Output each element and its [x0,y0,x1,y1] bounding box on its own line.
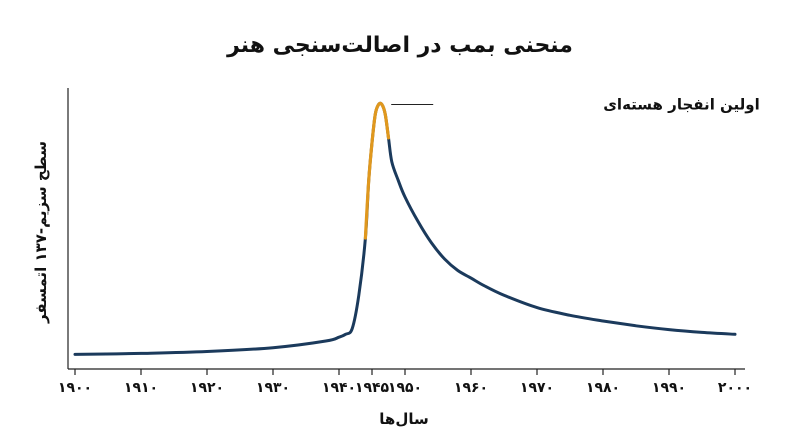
x-tick-label: ۱۹۲۰ [190,380,224,396]
x-tick-label: ۱۹۴۵ [355,380,390,396]
x-tick-label: ۱۹۷۰ [520,380,554,396]
x-tick-label: ۱۹۰۰ [58,380,92,396]
x-tick-label: ۱۹۵۰ [388,380,422,396]
chart-title: منحنی بمب در اصالت‌سنجی هنر [226,33,573,58]
x-tick-label: ۲۰۰۰ [718,380,752,396]
series-line-highlight [363,101,391,240]
series-line [73,101,737,356]
x-tick-label: ۱۹۱۰ [124,380,158,396]
x-tick-label: ۱۹۳۰ [256,380,290,396]
x-tick-label: ۱۹۴۰ [322,380,356,396]
x-tick-label: ۱۹۶۰ [454,380,488,396]
y-axis-label: سطح سزیم-۱۳۷ اتمسفر [32,141,50,324]
x-tick-label: ۱۹۸۰ [586,380,620,396]
annotation-first-nuclear-explosion: اولین انفجار هسته‌ای [603,96,760,114]
x-axis-label: سال‌ها [379,410,428,428]
x-tick-label: ۱۹۹۰ [652,380,686,396]
x-ticks [74,369,736,375]
